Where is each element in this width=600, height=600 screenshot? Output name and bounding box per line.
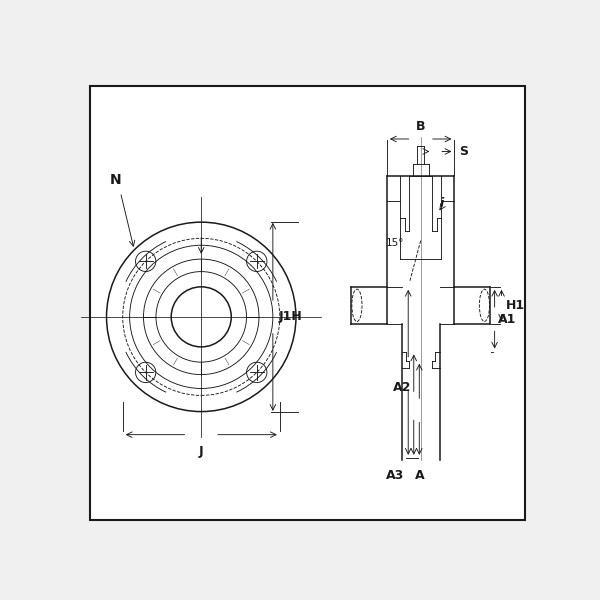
Text: H1: H1 <box>506 299 525 312</box>
Text: N: N <box>110 173 122 187</box>
Text: i: i <box>439 197 443 210</box>
Text: A: A <box>415 469 424 482</box>
Text: S: S <box>459 145 468 158</box>
Text: B: B <box>416 121 425 133</box>
FancyBboxPatch shape <box>91 86 524 520</box>
Text: 15°: 15° <box>386 238 404 248</box>
Text: A2: A2 <box>393 381 412 394</box>
Text: A1: A1 <box>499 313 517 326</box>
Text: J: J <box>199 445 203 458</box>
Text: A3: A3 <box>386 469 404 482</box>
Text: J1H: J1H <box>278 310 302 323</box>
